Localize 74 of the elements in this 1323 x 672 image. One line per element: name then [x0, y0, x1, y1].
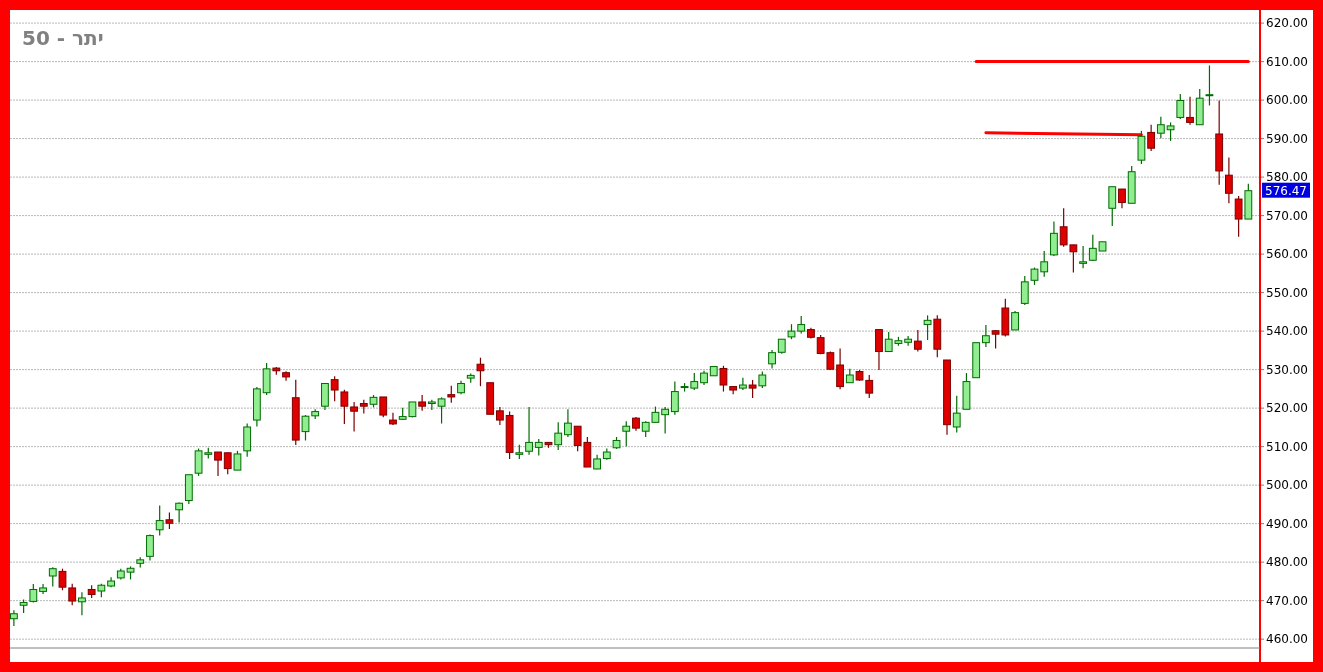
- y-tick-label: 620.00: [1266, 16, 1308, 31]
- candlestick: [10, 609, 18, 627]
- candlestick: [564, 408, 572, 438]
- candlestick: [262, 362, 271, 396]
- y-tick-label: 490.00: [1266, 516, 1308, 531]
- candlestick: [495, 406, 504, 426]
- candlestick: [1234, 195, 1243, 238]
- candlestick: [175, 501, 184, 524]
- y-tick-label: 600.00: [1266, 93, 1308, 108]
- candlestick: [1020, 275, 1029, 306]
- candlestick: [768, 349, 776, 370]
- candlestick: [748, 379, 757, 399]
- y-tick-label: 540.00: [1266, 324, 1308, 339]
- y-tick-label: 500.00: [1266, 478, 1308, 493]
- candlestick: [1011, 310, 1019, 331]
- candlestick: [233, 450, 242, 471]
- text: 576.47: [1265, 183, 1307, 198]
- candlestick: [1147, 124, 1156, 152]
- candlestick: [622, 420, 631, 447]
- y-tick-label: 560.00: [1266, 247, 1308, 262]
- candlestick: [1166, 121, 1175, 142]
- candlestick: [525, 406, 533, 456]
- candlestick: [1205, 64, 1214, 107]
- y-tick-label: 510.00: [1266, 439, 1308, 454]
- y-tick-label: 460.00: [1266, 632, 1308, 647]
- text: יתר - 50: [22, 26, 104, 50]
- candlestick: [78, 591, 86, 616]
- candlestick: [330, 375, 339, 402]
- candlestick: [48, 566, 57, 587]
- y-tick-label: 590.00: [1266, 131, 1308, 146]
- y-tick-label: 550.00: [1266, 285, 1308, 300]
- candlestick: [301, 414, 310, 442]
- candlestick: [243, 422, 252, 458]
- y-tick-label: 570.00: [1266, 208, 1308, 223]
- candlestick: [913, 329, 922, 353]
- y-tick-label: 470.00: [1266, 593, 1308, 608]
- candlestick: [321, 382, 329, 411]
- candlestick: [875, 328, 883, 371]
- candlestick: [427, 399, 436, 411]
- candlestick: [554, 421, 563, 451]
- y-tick-label: 610.00: [1266, 54, 1308, 69]
- candlestick: [340, 389, 349, 425]
- y-tick-label: 580.00: [1266, 170, 1308, 185]
- candlestick: [379, 396, 388, 418]
- candlestick: [418, 394, 427, 412]
- candlestick: [1186, 96, 1194, 126]
- candlestick: [1176, 93, 1185, 120]
- candlestick: [1050, 220, 1058, 257]
- candlestick: [223, 451, 232, 475]
- candlestick: [476, 357, 485, 387]
- candlestick: [1156, 116, 1165, 139]
- candlestick: [437, 396, 446, 425]
- candlestick: [836, 347, 844, 390]
- candlestick: [923, 314, 932, 341]
- candlestick: [1108, 186, 1117, 227]
- candlestick: [670, 380, 679, 416]
- candlestick: [952, 395, 961, 433]
- candlestick: [981, 324, 990, 348]
- candlestick: [29, 583, 38, 604]
- candlestick: [719, 365, 728, 393]
- candlestick: [1118, 188, 1126, 209]
- candlestick: [1224, 156, 1233, 204]
- candlestick: [155, 504, 164, 537]
- candlestick: [661, 406, 670, 435]
- candlestick: [214, 451, 222, 477]
- y-tick-label: 530.00: [1266, 362, 1308, 377]
- candlestick: [738, 377, 747, 391]
- y-tick-label: 480.00: [1266, 555, 1308, 570]
- candlestick: [904, 335, 913, 347]
- candlestick: [146, 533, 154, 562]
- y-tick-label: 520.00: [1266, 401, 1308, 416]
- candlestick: [1137, 130, 1146, 165]
- candlestick: [350, 401, 358, 433]
- candlestick: [1079, 245, 1087, 269]
